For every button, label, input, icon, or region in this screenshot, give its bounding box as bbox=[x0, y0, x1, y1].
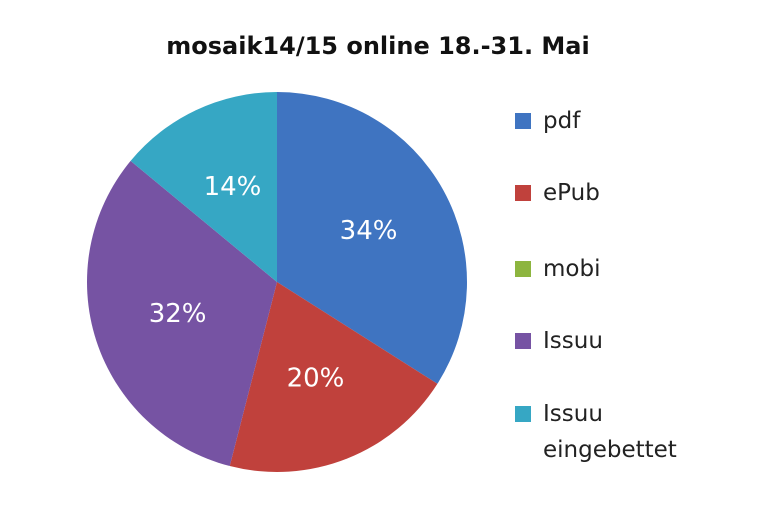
legend-item: Issuu bbox=[515, 327, 713, 359]
legend-swatch bbox=[515, 261, 531, 277]
legend-item: pdf bbox=[515, 107, 713, 139]
value-label: 14% bbox=[204, 172, 262, 202]
pie-slice bbox=[130, 92, 277, 282]
value-label: 34% bbox=[340, 216, 398, 246]
legend-label: ePub bbox=[543, 180, 600, 206]
legend-label: Issuu bbox=[543, 328, 603, 354]
pie-slice bbox=[86, 160, 277, 467]
legend-item: mobi bbox=[515, 255, 713, 287]
legend-swatch bbox=[515, 406, 531, 422]
value-label: 32% bbox=[149, 299, 207, 329]
legend-label: pdf bbox=[543, 108, 581, 134]
legend-item: ePub bbox=[515, 179, 713, 211]
chart-title: mosaik14/15 online 18.-31. Mai bbox=[166, 32, 589, 60]
pie-slice bbox=[229, 282, 438, 472]
value-label: 20% bbox=[287, 364, 345, 394]
legend-label: Issuu eingebettet bbox=[543, 401, 677, 463]
legend-swatch bbox=[515, 333, 531, 349]
legend-label: mobi bbox=[543, 256, 601, 282]
legend-swatch bbox=[515, 185, 531, 201]
pie-slice bbox=[277, 92, 467, 384]
legend-swatch bbox=[515, 113, 531, 129]
legend-item: Issuu eingebettet bbox=[515, 400, 713, 468]
